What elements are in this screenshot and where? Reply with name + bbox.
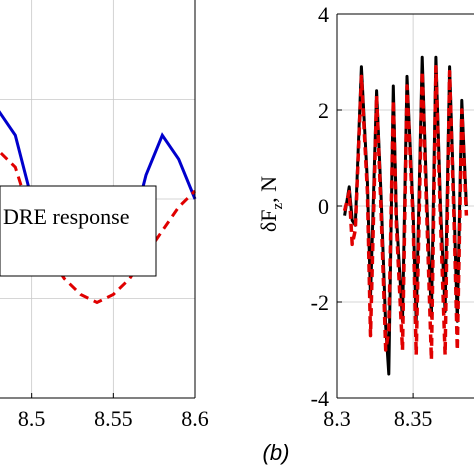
y-axis-label: δFz, N bbox=[256, 176, 286, 232]
panel-caption: (b) bbox=[263, 440, 290, 465]
left-panel: 8.5 8.55 8.6 DRE response bbox=[0, 0, 209, 431]
legend-entry: DRE response bbox=[3, 204, 129, 229]
right-x-tick-label: 8.35 bbox=[394, 406, 433, 431]
right-y-tick-label: 0 bbox=[318, 194, 329, 219]
right-series bbox=[342, 55, 469, 376]
right-x-tick-label: 8.3 bbox=[323, 406, 351, 431]
legend: DRE response bbox=[0, 185, 157, 277]
left-x-tick-label: 8.5 bbox=[18, 406, 46, 431]
right-series-red-dashed-line bbox=[342, 65, 469, 362]
right-panel: 4 2 0 -2 -48.3 8.35 δFz, N bbox=[256, 2, 474, 431]
y-axis-label-unit: , N bbox=[256, 176, 281, 203]
left-tick-labels: 8.5 8.55 8.6 bbox=[18, 393, 209, 431]
y-axis-label-main: δF bbox=[256, 209, 281, 232]
right-y-tick-label: 2 bbox=[318, 98, 329, 123]
right-y-tick-label: -4 bbox=[311, 386, 329, 411]
y-axis-label-sub: z bbox=[270, 202, 286, 209]
right-tick-labels: 4 2 0 -2 -48.3 8.35 bbox=[311, 2, 433, 431]
right-y-tick-label: -2 bbox=[311, 290, 329, 315]
left-x-tick-label: 8.55 bbox=[94, 406, 133, 431]
left-axes bbox=[0, 0, 196, 399]
left-series-red-dashed-line bbox=[0, 150, 197, 305]
left-x-tick-label: 8.6 bbox=[181, 406, 209, 431]
right-y-tick-label: 4 bbox=[318, 2, 329, 27]
legend-box bbox=[0, 185, 157, 277]
